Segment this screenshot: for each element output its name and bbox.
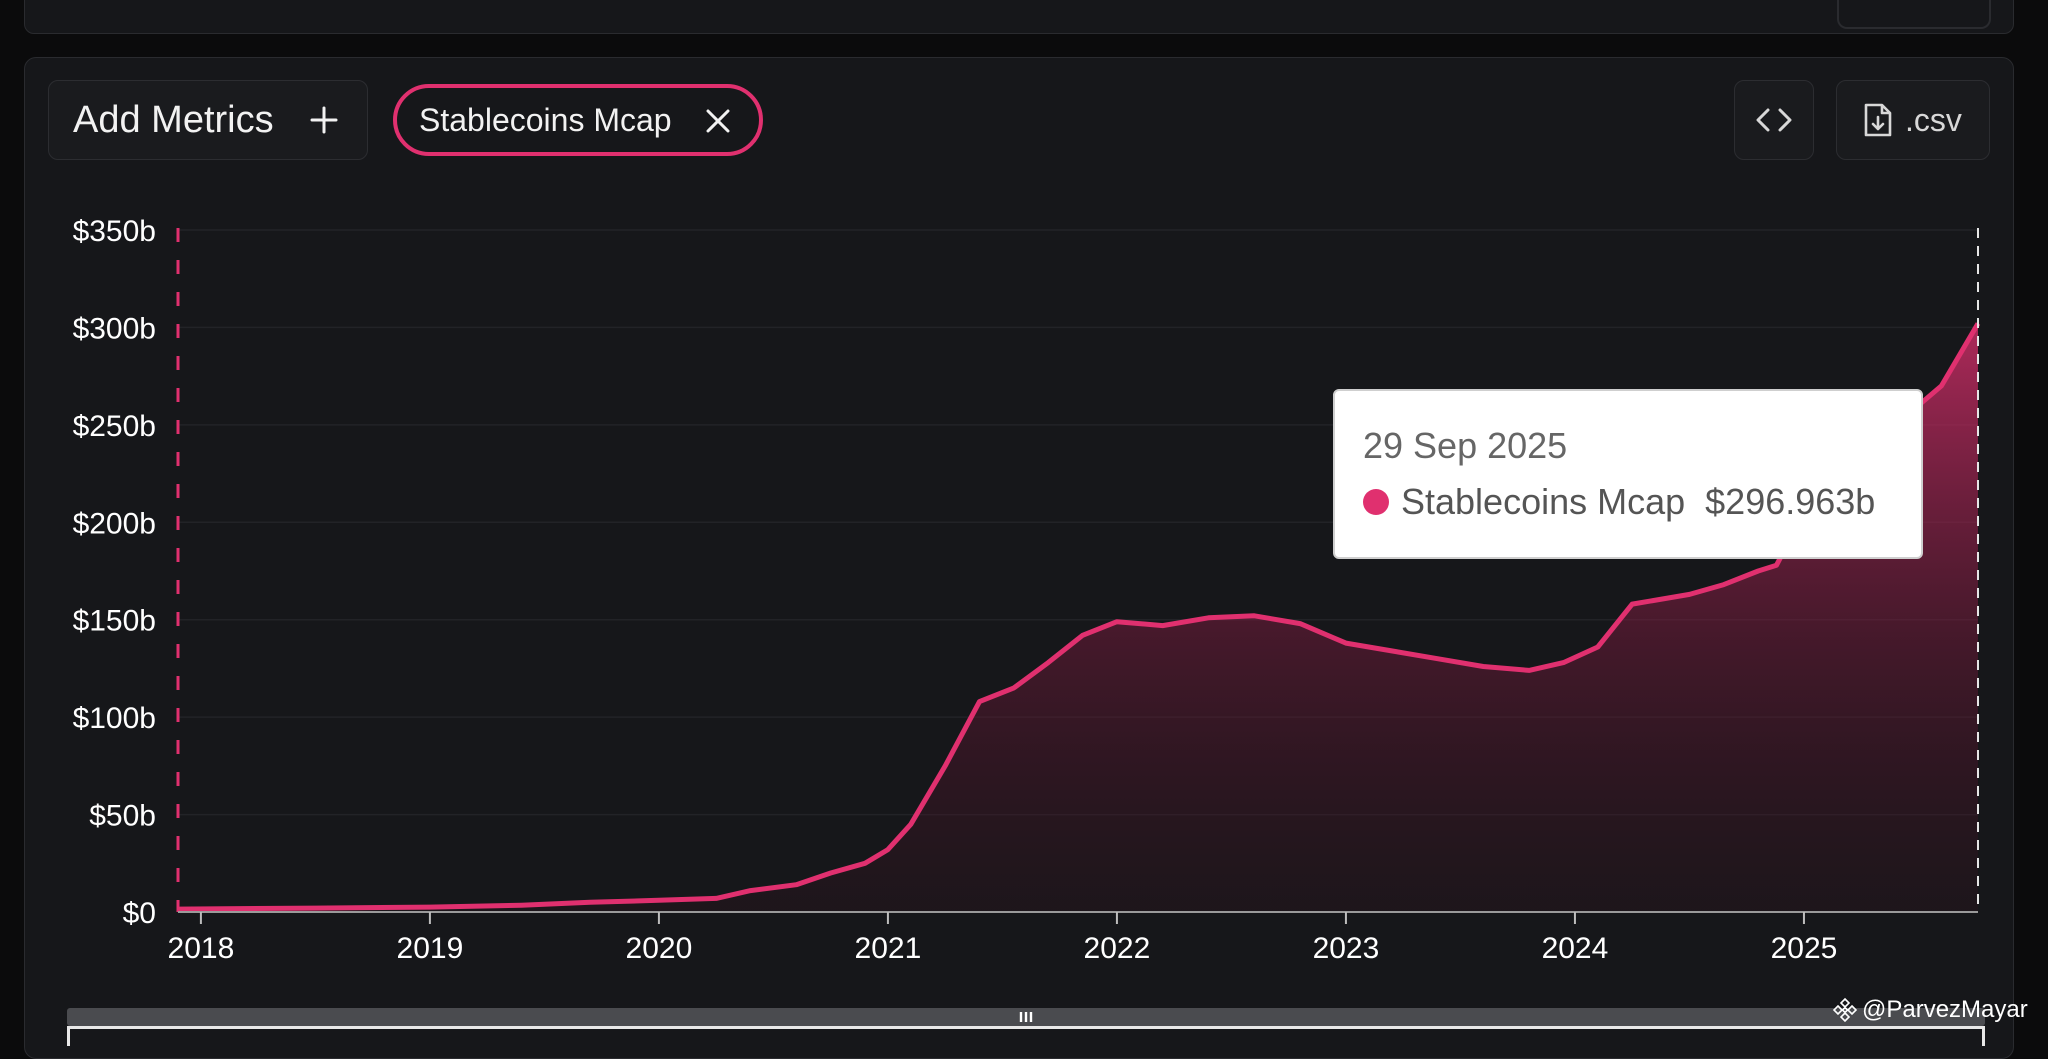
download-csv-button[interactable]: .csv — [1836, 80, 1990, 160]
series-line — [177, 322, 1981, 912]
tooltip-row: Stablecoins Mcap $296.963b — [1363, 481, 1875, 523]
stablecoins-mcap-chart: $0 $50b $100b $150b $200b $250b $300b $350b 2018… — [73, 215, 1981, 965]
tooltip-date: 29 Sep 2025 — [1363, 425, 1568, 466]
tooltip-series-name: Stablecoins Mcap — [1401, 481, 1686, 522]
file-download-icon — [1864, 103, 1892, 137]
embed-code-button[interactable] — [1734, 80, 1814, 160]
range-slider-window[interactable] — [67, 1026, 1985, 1046]
code-icon — [1756, 108, 1792, 132]
y-tick-label: $0 — [123, 897, 156, 930]
drag-handle-icon[interactable] — [1017, 1011, 1035, 1023]
x-tick-label: 2025 — [1771, 932, 1838, 965]
metric-chip-stablecoins[interactable]: Stablecoins Mcap — [393, 84, 763, 156]
y-tick-label: $250b — [73, 410, 156, 443]
series-area — [178, 323, 1978, 912]
watermark-text: @ParvezMayar — [1862, 996, 2028, 1023]
y-tick-label: $300b — [73, 312, 156, 345]
metric-chip-label: Stablecoins Mcap — [419, 101, 672, 138]
binance-logo-icon — [1832, 997, 1858, 1023]
previous-panel-button[interactable] — [1837, 0, 1991, 29]
y-tick-label: $150b — [73, 605, 156, 638]
x-tick-label: 2024 — [1542, 932, 1609, 965]
plus-icon — [310, 106, 338, 134]
x-tick-label: 2023 — [1313, 932, 1380, 965]
range-slider-track[interactable] — [67, 1008, 1985, 1026]
x-tick-label: 2020 — [626, 932, 693, 965]
x-tick-label: 2021 — [855, 932, 922, 965]
add-metrics-label: Add Metrics — [73, 98, 274, 141]
x-tick-label: 2022 — [1084, 932, 1151, 965]
watermark: @ParvezMayar — [1832, 996, 2028, 1024]
series-color-dot — [1363, 489, 1389, 515]
previous-panel — [24, 0, 2014, 34]
x-tick-label: 2019 — [397, 932, 464, 965]
x-tick-label: 2018 — [168, 932, 235, 965]
close-icon[interactable] — [705, 108, 731, 134]
csv-label: .csv — [1905, 101, 1962, 138]
y-tick-label: $100b — [73, 702, 156, 735]
y-tick-label: $200b — [73, 507, 156, 540]
y-tick-label: $350b — [73, 215, 156, 248]
add-metrics-button[interactable]: Add Metrics — [48, 80, 368, 160]
tooltip-value: $296.963b — [1705, 481, 1876, 522]
chart-tooltip: 29 Sep 2025 Stablecoins Mcap $296.963b — [1333, 389, 1923, 559]
y-tick-label: $50b — [89, 800, 156, 833]
